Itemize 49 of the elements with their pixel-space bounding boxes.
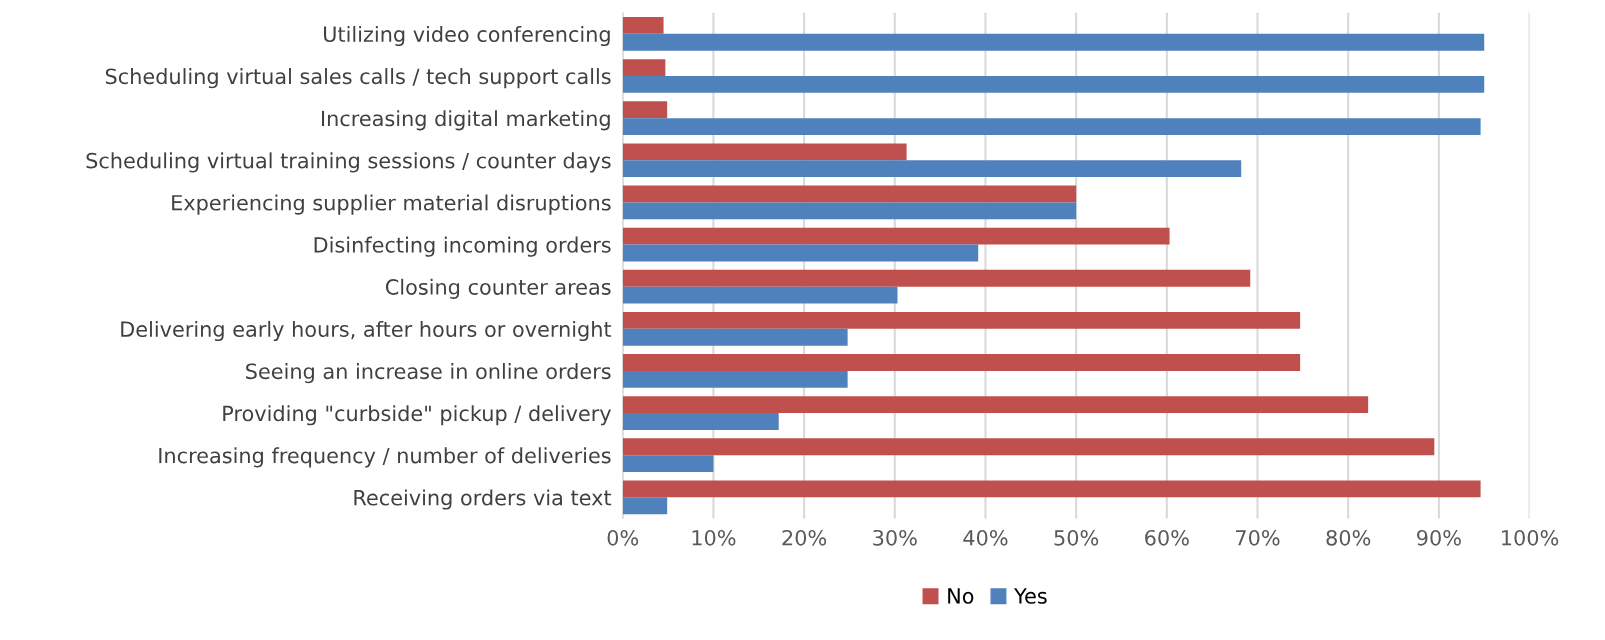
bar: [622, 59, 666, 76]
bar: [622, 354, 1301, 371]
bar: [622, 328, 848, 346]
bar: [622, 497, 668, 515]
x-tick-label: 10%: [692, 529, 736, 546]
x-tick-label: 60%: [1145, 529, 1189, 546]
bar: [622, 227, 1170, 245]
bar: [622, 76, 1485, 93]
y-tick-label: Scheduling virtual sales calls / tech support calls: [105, 68, 611, 89]
bar: [622, 244, 979, 262]
bar: [622, 143, 907, 161]
bar: [622, 286, 898, 304]
x-tick-label: 80%: [1326, 529, 1371, 546]
bar: [622, 370, 848, 388]
bar: [622, 455, 714, 473]
bar: [622, 480, 1481, 498]
y-tick-label: Seeing an increase in online orders: [246, 363, 611, 384]
x-tick-label: 0%: [607, 529, 639, 546]
legend-label: No: [948, 588, 974, 604]
y-tick-label: Utilizing video conferencing: [324, 25, 610, 47]
bar: [622, 438, 1435, 456]
bar: [622, 396, 1369, 414]
x-tick-label: 100%: [1502, 529, 1559, 546]
x-tick-label: 30%: [873, 529, 917, 546]
legend-label: Yes: [1014, 588, 1047, 604]
bar: [622, 101, 668, 119]
bar: [622, 33, 1485, 51]
bar: [622, 185, 1077, 203]
bar: [622, 118, 1481, 135]
y-tick-label: Disinfecting incoming orders: [314, 236, 611, 257]
bar: [622, 202, 1077, 220]
x-tick-label: 70%: [1236, 529, 1280, 546]
y-tick-label: Receiving orders via text: [354, 489, 612, 510]
x-tick-label: 90%: [1417, 529, 1461, 546]
y-tick-label: Providing "curbside" pickup / delivery: [223, 405, 611, 426]
x-tick-label: 20%: [782, 529, 827, 546]
bar: [622, 160, 1242, 178]
x-tick-label: 50%: [1054, 529, 1099, 546]
bar: [622, 311, 1301, 329]
y-tick-label: Closing counter areas: [385, 278, 611, 299]
y-tick-label: Delivering early hours, after hours or overnight: [121, 320, 612, 342]
bar: [622, 17, 664, 34]
y-tick-label: Increasing frequency / number of deliveries: [159, 447, 611, 468]
y-tick-label: Experiencing supplier material disruptions: [172, 194, 611, 215]
bar: [622, 269, 1251, 287]
bar: [622, 413, 779, 430]
y-tick-label: Scheduling virtual training sessions / counter days: [86, 152, 611, 173]
y-tick-label: Increasing digital marketing: [321, 110, 610, 131]
x-tick-label: 40%: [963, 529, 1008, 546]
